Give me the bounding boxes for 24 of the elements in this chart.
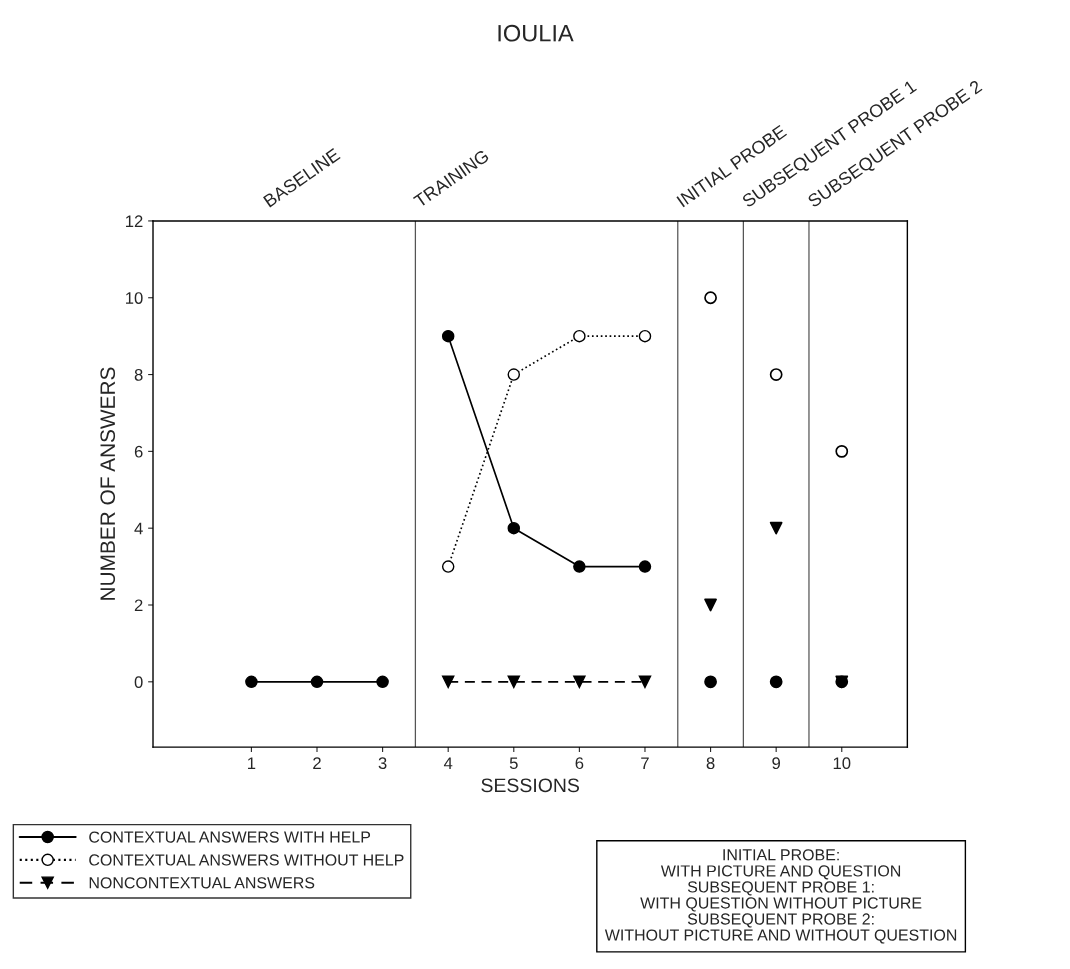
x-tick-label: 1	[248, 757, 256, 769]
x-tick-label: 3	[378, 757, 387, 770]
legend-label: CONTEXTUAL ANSWERS WITHOUT HELP	[89, 854, 404, 866]
y-tick-label: 6	[134, 445, 143, 458]
x-tick-label: 7	[641, 757, 649, 769]
y-tick-label: 12	[126, 215, 143, 227]
chart-title: IOULIA	[498, 24, 574, 42]
x-tick-label: 8	[706, 757, 715, 770]
x-tick-label: 4	[443, 757, 453, 769]
x-axis-title: SESSIONS	[481, 778, 579, 793]
y-tick-label: 2	[134, 599, 143, 612]
x-tick-label: 9	[772, 757, 781, 770]
y-tick-label: 4	[134, 522, 143, 535]
text: INITIAL PROBE: WITH PICTURE AND QUESTION SUBSEQUENT PROBE 1: WITH QUESTION WITHOUT PICTURE SUBSEQUENT PROBE 2: WITHOUT PICTURE AND WITHOUT QUESTION	[604, 849, 957, 944]
legend-label: CONTEXTUAL ANSWERS WITH HELP	[89, 831, 371, 843]
y-tick-label: 10	[126, 292, 143, 304]
y-tick-label: 0	[134, 676, 143, 689]
y-axis-title: NUMBER OF ANSWERS	[100, 367, 116, 600]
x-tick-label: 6	[575, 757, 584, 770]
x-tick-label: 2	[313, 757, 321, 769]
y-tick-label: 8	[134, 368, 143, 381]
legend-label: NONCONTEXTUAL ANSWERS	[89, 877, 315, 889]
x-tick-label: 5	[509, 757, 518, 770]
x-tick-label: 10	[833, 757, 851, 770]
